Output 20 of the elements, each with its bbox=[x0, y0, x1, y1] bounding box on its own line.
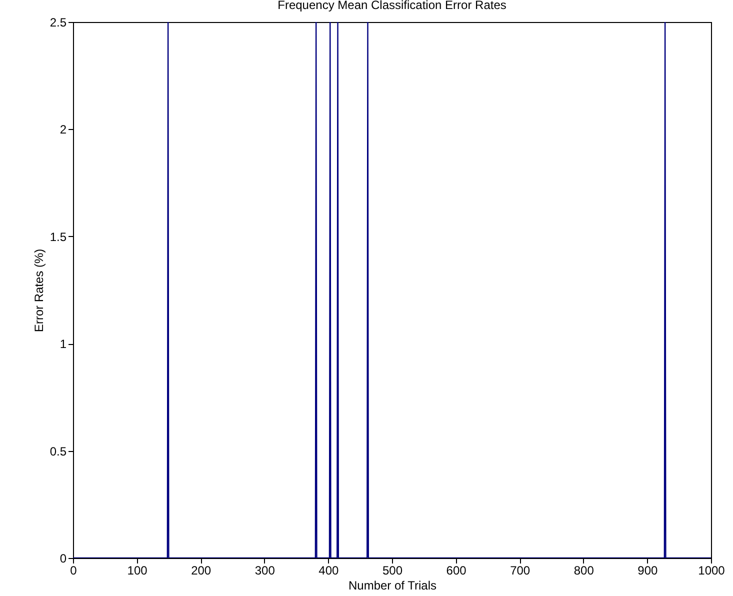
y-axis-title: Error Rates (%) bbox=[32, 248, 46, 332]
x-tick-label: 800 bbox=[574, 564, 594, 578]
x-tick-label: 300 bbox=[254, 564, 276, 578]
x-tick-label: 0 bbox=[70, 564, 78, 578]
y-tick-label: 2.5 bbox=[50, 16, 67, 30]
x-tick-label: 100 bbox=[127, 564, 148, 578]
x-tick-label: 600 bbox=[446, 564, 467, 578]
x-tick-label: 400 bbox=[318, 564, 340, 578]
x-tick-label: 900 bbox=[638, 564, 658, 578]
y-tick-label: 1 bbox=[60, 337, 67, 352]
x-tick-label: 700 bbox=[510, 564, 530, 578]
x-axis-title: Number of Trials bbox=[348, 578, 437, 592]
x-tick-label: 500 bbox=[382, 564, 403, 578]
x-tick-label: 200 bbox=[191, 564, 212, 578]
y-tick-label: 2 bbox=[60, 122, 67, 137]
y-tick-label: 0 bbox=[60, 552, 67, 566]
chart-title: Frequency Mean Classification Error Rates bbox=[278, 0, 506, 12]
y-tick-label: 1.5 bbox=[50, 230, 67, 244]
x-tick-label: 1000 bbox=[698, 564, 726, 578]
y-tick-label: 0.5 bbox=[50, 444, 67, 458]
